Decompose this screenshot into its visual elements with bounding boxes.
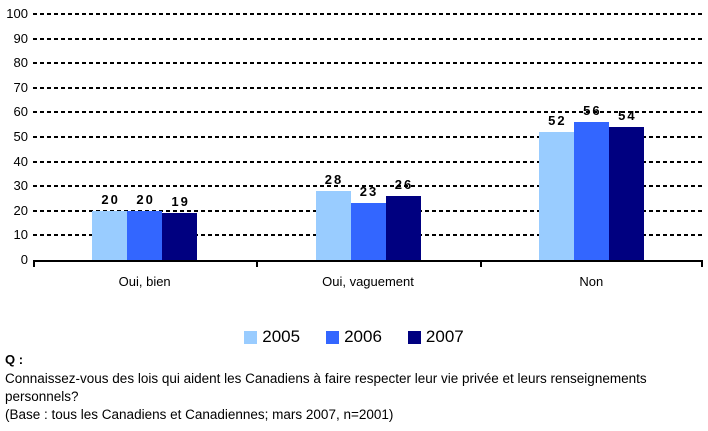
x-axis-tick: [256, 260, 259, 267]
legend-item-2007: 2007: [407, 327, 464, 347]
question-label: Q :: [5, 352, 24, 367]
bar-value-label: 19: [171, 194, 190, 210]
bar-2005: [315, 191, 351, 260]
y-axis-tick-label: 20: [13, 202, 28, 218]
bar-2006: [350, 203, 386, 260]
y-axis-tick-label: 70: [13, 79, 28, 95]
y-axis-tick-label: 30: [13, 178, 28, 194]
legend-item-2006: 2006: [326, 327, 382, 347]
gridline: [33, 185, 703, 188]
gridline: [33, 86, 703, 89]
y-axis: 0 10 20 30 40 50 60 70 80 90 100: [0, 6, 28, 267]
legend-swatch-2006: [326, 330, 340, 344]
y-axis-tick-label: 60: [13, 104, 28, 120]
gridline: [33, 37, 703, 40]
chart-legend: 2005 2006 2007: [0, 327, 708, 347]
bar-value-label: 20: [136, 191, 155, 207]
gridline: [33, 136, 703, 138]
legend-swatch-2005: [244, 330, 258, 344]
y-axis-tick-label: 100: [6, 6, 28, 21]
bar-value-label: 23: [359, 184, 379, 200]
bar-value-label: 56: [583, 103, 602, 119]
x-axis-tick: [33, 260, 35, 267]
y-axis-tick-label: 90: [13, 30, 28, 46]
bar-value-label: 52: [548, 113, 567, 129]
y-axis-tick-label: 10: [13, 227, 28, 243]
gridline: [33, 13, 703, 15]
x-axis-tick: [701, 260, 703, 267]
question-text: Connaissez-vous des lois qui aident les …: [5, 371, 647, 404]
bar-2007: [385, 196, 421, 260]
bar-2007: [608, 127, 644, 260]
x-axis-category-label: Oui, bien: [118, 274, 171, 289]
bar-2005: [92, 210, 128, 260]
bar-value-label: 20: [101, 191, 120, 207]
x-axis-tick: [479, 260, 482, 267]
legend-item-2005: 2005: [244, 327, 300, 347]
bar-2006: [127, 210, 163, 260]
gridline: [33, 62, 703, 65]
legend-label: 2007: [425, 327, 464, 346]
bar-value-label: 54: [618, 108, 637, 124]
bar-value-label: 26: [394, 177, 414, 193]
y-axis-tick-label: 0: [20, 252, 28, 267]
legend-label: 2006: [344, 327, 382, 346]
chart-footnote: Q : Connaissez-vous des lois qui aident …: [5, 351, 703, 424]
bar-2007: [162, 213, 198, 260]
x-axis-category-label: Non: [579, 274, 604, 289]
bar-value-label: 28: [324, 172, 344, 188]
legend-swatch-2007: [407, 330, 421, 344]
base-text: (Base : tous les Canadiens et Canadienne…: [5, 407, 394, 422]
y-axis-tick-label: 50: [13, 129, 28, 144]
gridline: [33, 160, 703, 163]
y-axis-tick-label: 40: [13, 153, 28, 169]
bar-2005: [538, 132, 574, 260]
plot-area: 20 20 19 Oui, bien 28 23 26 Oui, vaguement 52 56 5…: [33, 13, 703, 289]
gridline: [33, 111, 703, 114]
y-axis-tick-label: 80: [13, 55, 28, 71]
bar-2006: [573, 122, 609, 260]
x-axis-category-label: Oui, vaguement: [322, 274, 414, 289]
legend-label: 2005: [262, 327, 301, 346]
